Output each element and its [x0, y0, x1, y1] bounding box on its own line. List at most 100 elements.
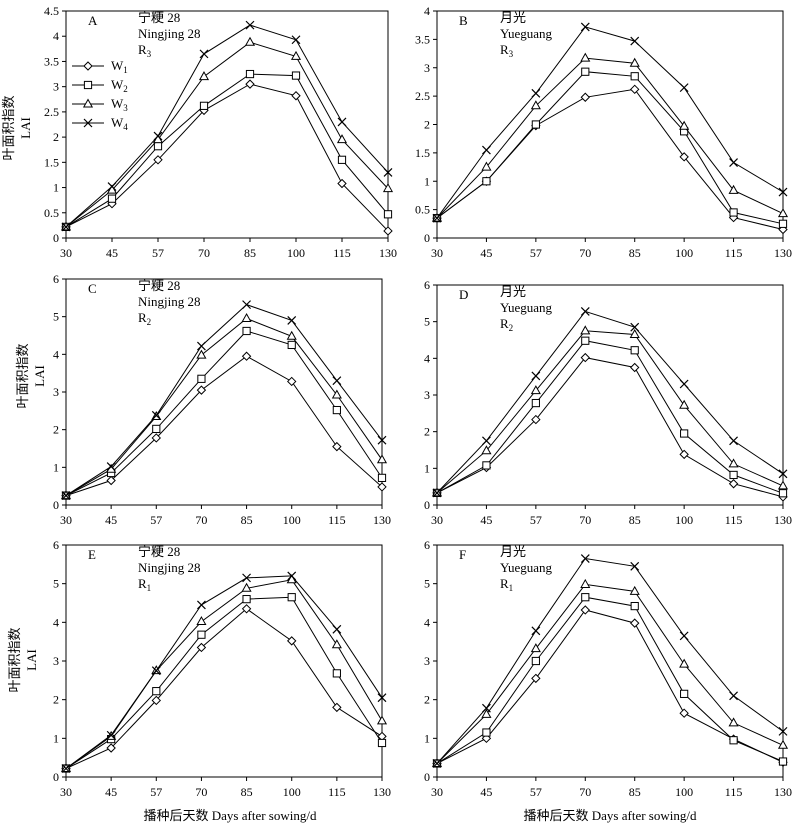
x-tick-label: 70 — [198, 246, 210, 260]
y-tick-label: 4 — [424, 4, 430, 18]
data-point — [61, 764, 71, 773]
data-point — [287, 340, 296, 350]
panel-a: 0 0.5 1 1.5 2 2.5 3 3.5 4 4.5 30 45 57 70 85 100 115 130 A… — [44, 4, 397, 260]
data-point — [332, 702, 342, 713]
ylabel-cn: 叶面积指数 — [15, 343, 30, 408]
data-point — [383, 167, 393, 177]
subscript: 3 — [123, 103, 128, 113]
x-tick-label: 85 — [244, 246, 256, 260]
series-w4 — [61, 300, 387, 501]
data-point — [679, 708, 689, 718]
x-tick-label: 130 — [373, 513, 391, 527]
subscript: 1 — [147, 583, 152, 593]
x-tick-label: 70 — [579, 246, 591, 260]
panel-letter: E — [88, 547, 96, 562]
data-point — [286, 330, 297, 340]
subscript: 3 — [509, 49, 514, 59]
data-point — [531, 120, 540, 129]
legend-marker — [83, 118, 93, 128]
data-point — [580, 605, 590, 615]
data-point — [432, 759, 442, 768]
left-ylabel-bottom: 叶面积指数 LAI — [7, 627, 39, 692]
panel-b: 0 0.5 1 1.5 2 2.5 3 3.5 4 30 45 57 70 85 100 115 130 B 月光Y… — [415, 4, 792, 260]
data-point — [336, 134, 348, 144]
series-w3 — [431, 52, 789, 222]
data-point — [287, 593, 296, 602]
data-point — [61, 491, 71, 501]
data-point — [106, 743, 116, 753]
data-point — [151, 410, 161, 420]
series-w4 — [432, 306, 788, 498]
data-point — [151, 666, 161, 676]
panel-title-line: 宁粳 28 — [138, 10, 180, 25]
data-point — [778, 469, 788, 479]
data-point — [245, 69, 255, 79]
x-tick-label: 70 — [195, 785, 207, 799]
x-tick-label: 100 — [675, 513, 693, 527]
data-point — [630, 561, 640, 571]
x-tick-label: 130 — [373, 785, 391, 799]
y-tick-label: 5 — [424, 315, 430, 329]
data-point — [581, 593, 590, 602]
x-tick-label: 100 — [675, 785, 693, 799]
legend-item: W3 — [72, 96, 128, 113]
data-point — [580, 352, 590, 363]
ylabel-en: LAI — [24, 649, 39, 671]
y-tick-label: 1.5 — [415, 146, 430, 160]
series-line — [65, 304, 383, 497]
y-tick-label: 2 — [424, 425, 430, 439]
data-point — [580, 52, 591, 62]
data-point — [153, 142, 163, 151]
data-point — [152, 424, 161, 434]
data-point — [530, 643, 541, 653]
data-point — [531, 656, 540, 666]
series-line — [65, 317, 383, 497]
data-point — [376, 454, 388, 464]
series-line — [436, 357, 784, 498]
data-point — [332, 669, 341, 678]
series-line — [436, 26, 784, 219]
x-tick-label: 130 — [774, 513, 792, 527]
series-line — [65, 83, 389, 232]
series-line — [436, 57, 784, 219]
data-point — [245, 20, 255, 30]
legend-marker — [82, 98, 94, 108]
panel-title-line: Yueguang — [500, 300, 552, 315]
panel-title-line: 月光 — [500, 284, 526, 299]
y-tick-label: 0.5 — [44, 206, 59, 220]
data-point — [290, 50, 302, 60]
x-tick-label: 57 — [150, 513, 162, 527]
series-line — [65, 330, 383, 497]
data-point — [153, 131, 163, 141]
data-point — [242, 595, 251, 604]
data-point — [383, 210, 393, 219]
data-point — [152, 687, 161, 696]
data-point — [679, 120, 690, 130]
ylabel-cn: 叶面积指数 — [1, 95, 16, 160]
data-point — [107, 194, 117, 203]
panel-title-line: Ningjing 28 — [138, 560, 200, 575]
data-point — [482, 703, 491, 713]
data-point — [729, 208, 738, 217]
subscript: 2 — [509, 323, 514, 333]
subscript: 2 — [123, 84, 128, 94]
data-point — [241, 351, 252, 361]
y-tick-label: 0 — [53, 498, 59, 512]
legend-item: W4 — [72, 115, 128, 132]
data-point — [196, 349, 207, 359]
data-point — [777, 208, 789, 218]
data-point — [197, 600, 206, 610]
data-point — [778, 757, 788, 766]
data-point — [241, 604, 252, 614]
data-point — [197, 630, 206, 639]
panel-title-line: 月光 — [500, 544, 526, 559]
data-point — [777, 739, 789, 749]
panel-letter: C — [88, 281, 97, 296]
data-point — [332, 376, 342, 386]
data-point — [196, 642, 207, 653]
data-point — [337, 155, 347, 164]
y-tick-label: 6 — [424, 278, 430, 292]
data-point — [531, 88, 541, 98]
